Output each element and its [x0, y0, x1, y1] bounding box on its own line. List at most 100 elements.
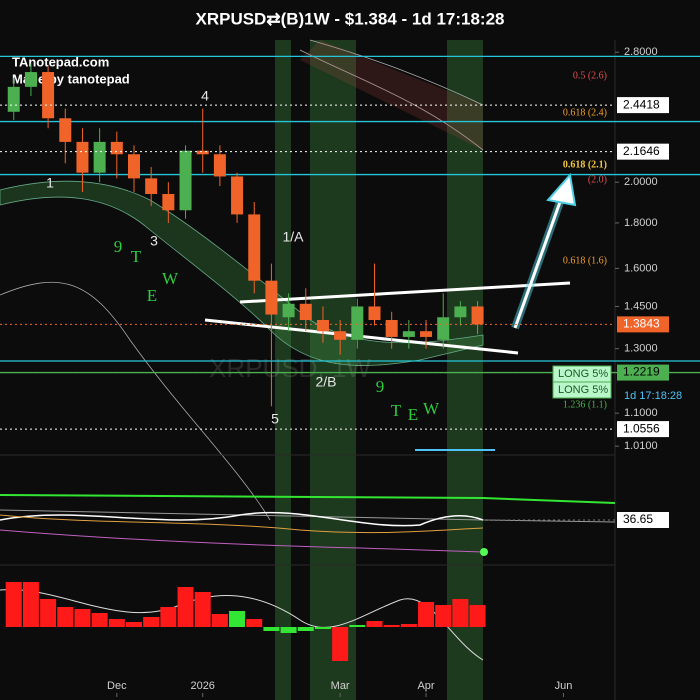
band: [447, 40, 483, 700]
histogram-bar: [297, 627, 314, 631]
x-tick-label: Dec: [107, 680, 127, 692]
candle-body: [7, 86, 20, 112]
x-tick-label: Mar: [331, 680, 350, 692]
candle-body: [316, 320, 329, 332]
candle-body: [59, 118, 72, 142]
candle-body: [437, 317, 450, 340]
candle-body: [471, 306, 484, 325]
band: [275, 40, 291, 700]
price-label: 2.4418: [623, 97, 660, 111]
histogram-bar: [263, 627, 280, 631]
fib-label: (2.0): [588, 174, 607, 185]
fib-label: 0.618 (2.1): [563, 159, 607, 170]
indicator-label: 36.65: [623, 512, 653, 526]
y-tick-label: 2.0000: [624, 176, 658, 188]
wave-label: 1/A: [282, 229, 304, 245]
y-tick-label: 1.1000: [624, 407, 658, 419]
arrow-head: [546, 172, 577, 207]
signal-label: W: [423, 399, 440, 418]
indicator-box: [617, 512, 669, 528]
y-tick-label: 2.8000: [624, 46, 658, 58]
histogram-bar: [91, 613, 108, 627]
price-label: 1.2219: [623, 365, 660, 379]
signal-label: W: [162, 269, 179, 288]
histogram-bar: [469, 605, 486, 627]
watermark: XRPUSD, 1W: [209, 353, 371, 383]
fib-label: 0.618 (1.6): [563, 255, 607, 266]
order-label: LONG 5%: [558, 368, 608, 380]
band-line: [0, 281, 271, 521]
candle-body: [420, 331, 433, 337]
oscillator-lines: [0, 494, 616, 556]
candle-body: [110, 141, 123, 155]
histogram-bar: [229, 611, 246, 627]
signal-label: T: [131, 247, 142, 266]
candle-body: [42, 72, 55, 119]
histogram-bar: [22, 582, 39, 627]
osc-dot: [480, 548, 488, 556]
candle-body: [248, 214, 261, 281]
x-tick-label: Jun: [555, 680, 573, 692]
order-label: LONG 5%: [558, 384, 608, 396]
candle-body: [385, 320, 398, 337]
candle-body: [368, 306, 381, 321]
histogram-bar: [125, 622, 142, 627]
osc-line: [0, 511, 484, 527]
histogram-bar: [280, 627, 297, 633]
fib-label: 0.5 (2.6): [573, 70, 607, 81]
price-label: 1.3843: [623, 317, 660, 331]
fib-label: 1.236 (1.1): [563, 399, 607, 410]
signal-label: T: [391, 401, 402, 420]
candle-body: [213, 154, 226, 177]
chart-title: XRPUSD⇄(B)1W - $1.384 - 1d 17:18:28: [195, 9, 504, 28]
histogram-bar: [108, 619, 125, 627]
histogram-bar: [40, 599, 57, 627]
histogram-bar: [57, 607, 74, 627]
histogram-bar: [435, 605, 452, 627]
wave-label: 2/B: [315, 374, 336, 390]
signal-label: E: [408, 405, 418, 424]
histogram-bar: [246, 619, 263, 627]
candle-body: [179, 150, 192, 211]
y-tick-label: 1.3000: [624, 343, 658, 355]
price-label-box: [617, 97, 669, 114]
x-tick-label: 2026: [190, 680, 214, 692]
histogram-bar: [349, 625, 366, 627]
histogram-bar: [383, 625, 400, 627]
candle-body: [145, 178, 158, 194]
histogram-bar: [452, 599, 469, 627]
histogram-bar: [211, 614, 228, 627]
band-line: [299, 39, 484, 151]
histogram-bar: [366, 621, 383, 627]
candle-body: [351, 306, 364, 340]
candle-body: [196, 150, 209, 155]
price-label-box: [617, 364, 669, 381]
upper-cloud: [300, 40, 483, 150]
y-tick-label: 1.4500: [624, 300, 658, 312]
cloud: [0, 180, 484, 366]
candle-body: [454, 306, 467, 318]
candle-body: [76, 141, 89, 173]
osc-line: [0, 494, 616, 504]
wave-label: 3: [150, 233, 158, 249]
candle-body: [265, 280, 278, 315]
candle-body: [299, 303, 312, 321]
wave-label: 4: [201, 88, 209, 104]
histogram-bar: [332, 627, 349, 661]
histogram-bar: [418, 602, 435, 627]
histogram-bar: [400, 624, 417, 627]
price-label-box: [617, 316, 669, 333]
wave-label: 5: [271, 411, 279, 427]
histogram-bar: [5, 582, 22, 627]
fib-label: 0.618 (2.4): [563, 107, 607, 118]
candle-body: [93, 141, 106, 173]
candle-body: [334, 331, 347, 340]
price-label: 1.0556: [623, 421, 660, 435]
candle-body: [402, 331, 415, 337]
osc-line: [0, 529, 484, 553]
wave-label: 1: [46, 175, 54, 191]
histogram-bar: [160, 607, 177, 627]
signal-label: E: [147, 286, 157, 305]
